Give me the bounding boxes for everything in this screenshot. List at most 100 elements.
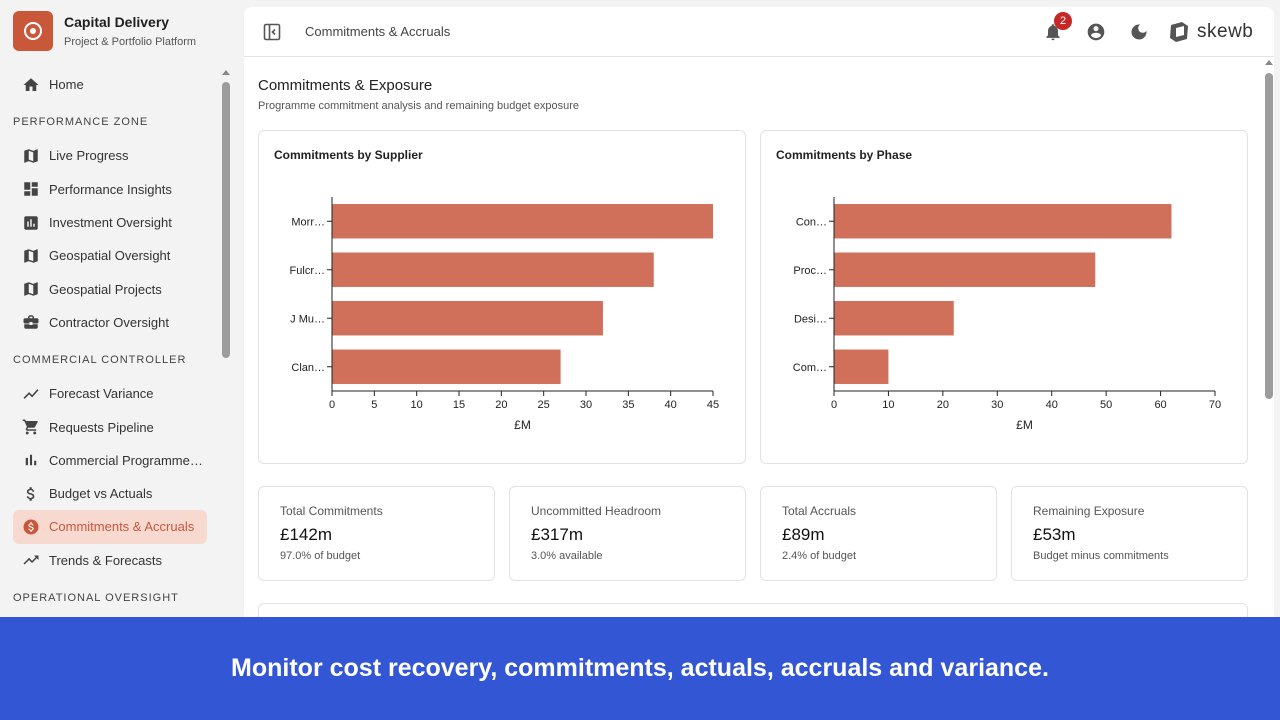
map-icon (21, 246, 41, 266)
sidebar-item-contractor-oversight[interactable]: Contractor Oversight (13, 306, 207, 339)
sidebar-scrollbar[interactable] (221, 68, 231, 618)
bar (834, 252, 1096, 287)
bar (834, 204, 1172, 239)
brand-subtitle: Project & Portfolio Platform (64, 36, 197, 48)
sidebar-item-commitments-accruals[interactable]: Commitments & Accruals (13, 510, 207, 544)
x-tick-label: 10 (882, 399, 894, 411)
x-tick-label: 30 (580, 399, 592, 411)
kpi-note: Budget minus commitments (1033, 550, 1169, 562)
sidebar-item-label: Geospatial Oversight (49, 248, 171, 264)
sidebar-item-requests-pipeline[interactable]: Requests Pipeline (13, 410, 207, 443)
x-tick-label: 30 (991, 399, 1003, 411)
x-tick-label: 40 (1046, 399, 1058, 411)
page-subtitle: Programme commitment analysis and remain… (258, 100, 579, 112)
sidebar-item-label: Performance Insights (49, 181, 172, 197)
dollar-circle-icon (21, 517, 41, 537)
y-tick-label: Morr… (291, 216, 325, 228)
kpi-note: 97.0% of budget (280, 550, 361, 562)
bar (834, 301, 954, 336)
sidebar-item-label: Live Progress (49, 148, 129, 164)
bar (332, 252, 654, 287)
breadcrumb: Commitments & Accruals (305, 24, 451, 39)
brand[interactable]: Capital Delivery Project & Portfolio Pla… (13, 11, 196, 51)
bar-chart-icon (21, 450, 41, 470)
dashboard-icon (21, 179, 41, 199)
kpi-value: £53m (1033, 525, 1076, 544)
sidebar-toggle-icon[interactable] (263, 23, 281, 41)
x-tick-label: 60 (1154, 399, 1166, 411)
skewb-logo-icon (1167, 20, 1191, 44)
y-tick-label: Clan… (291, 362, 325, 374)
x-tick-label: 10 (411, 399, 423, 411)
sidebar-item-label: Contractor Oversight (49, 314, 169, 330)
scrollbar-thumb[interactable] (1265, 73, 1273, 399)
x-tick-label: 35 (622, 399, 634, 411)
sidebar-item-investment-oversight[interactable]: Investment Oversight (13, 206, 207, 239)
sidebar-item-geospatial-oversight[interactable]: Geospatial Oversight (13, 239, 207, 272)
chart-title: Commitments by Supplier (274, 148, 423, 162)
chart-card-phase: Commitments by Phase Con… Proc… Desi… Com… 0… (760, 130, 1248, 464)
page-title: Commitments & Exposure (258, 77, 433, 94)
sidebar-item-commercial-programme[interactable]: Commercial Programme… (13, 444, 207, 477)
dark-mode-icon[interactable] (1129, 22, 1149, 42)
y-tick-label: Proc… (793, 265, 827, 277)
sidebar-item-label: Geospatial Projects (49, 281, 162, 297)
map-icon (21, 146, 41, 166)
sidebar: Capital Delivery Project & Portfolio Pla… (0, 0, 232, 620)
bell-icon[interactable] (1043, 22, 1063, 42)
x-tick-label: 45 (707, 399, 719, 411)
sidebar-item-label: Requests Pipeline (49, 419, 154, 435)
kpi-note: 2.4% of budget (782, 550, 857, 562)
x-tick-label: 20 (937, 399, 949, 411)
bar (332, 349, 561, 384)
sidebar-item-home[interactable]: Home (13, 68, 207, 101)
bar (332, 301, 603, 336)
bar (332, 204, 713, 239)
sidebar-item-label: Investment Oversight (49, 215, 172, 231)
sidebar-item-label: Commercial Programme… (49, 452, 203, 468)
notification-badge: 2 (1054, 12, 1072, 30)
x-tick-label: 0 (329, 399, 335, 411)
sidebar-item-geospatial-projects[interactable]: Geospatial Projects (13, 272, 207, 305)
kpi-card-total-accruals: Total Accruals £89m 2.4% of budget (760, 486, 997, 581)
x-tick-label: 0 (831, 399, 837, 411)
sidebar-item-performance-insights[interactable]: Performance Insights (13, 173, 207, 206)
kpi-label: Remaining Exposure (1033, 504, 1145, 518)
dollar-icon (21, 484, 41, 504)
kpi-label: Total Accruals (782, 504, 857, 518)
trend-icon (21, 384, 41, 404)
bar-chart-icon (21, 213, 41, 233)
kpi-card-uncommitted-headroom: Uncommitted Headroom £317m 3.0% availabl… (509, 486, 746, 581)
sidebar-item-label: Trends & Forecasts (49, 552, 162, 568)
chart-title: Commitments by Phase (776, 148, 913, 162)
main-scrollbar[interactable] (1264, 57, 1274, 617)
y-tick-label: J Mu… (290, 313, 325, 325)
section-title-commercial: COMMERCIAL CONTROLLER (13, 354, 187, 367)
chart-card-supplier: Commitments by Supplier Morr… Fulcr… J Mu…… (258, 130, 746, 464)
brand-title: Capital Delivery (64, 14, 170, 30)
x-axis-label: £M (514, 418, 531, 432)
y-tick-label: Con… (796, 216, 827, 228)
x-tick-label: 70 (1209, 399, 1221, 411)
topbar: Commitments & Accruals 2 skewb (244, 7, 1274, 57)
main-panel: Commitments & Accruals 2 skewb Commitmen… (244, 7, 1274, 627)
scrollbar-thumb[interactable] (222, 82, 230, 358)
briefcase-icon (21, 312, 41, 332)
section-title-performance: PERFORMANCE ZONE (13, 116, 149, 129)
supplier-bar-chart: Morr… Fulcr… J Mu… Clan… 0 5 10 15 20 25 30 35 40 45 £… (290, 197, 719, 432)
scroll-up-icon[interactable] (1265, 60, 1273, 65)
cart-icon (21, 417, 41, 437)
kpi-card-total-commitments: Total Commitments £142m 97.0% of budget (258, 486, 495, 581)
kpi-label: Uncommitted Headroom (531, 504, 662, 518)
sidebar-item-trends-forecasts[interactable]: Trends & Forecasts (13, 544, 207, 577)
account-icon[interactable] (1086, 22, 1106, 42)
sidebar-item-live-progress[interactable]: Live Progress (13, 139, 207, 172)
sidebar-item-forecast-variance[interactable]: Forecast Variance (13, 377, 207, 410)
sidebar-item-budget-vs-actuals[interactable]: Budget vs Actuals (13, 477, 207, 510)
bar (834, 349, 889, 384)
phase-bar-chart: Con… Proc… Desi… Com… 0 10 20 30 40 50 60 70 £M (793, 197, 1221, 432)
section-title-operational: OPERATIONAL OVERSIGHT (13, 591, 179, 604)
kpi-value: £142m (280, 525, 332, 544)
scroll-up-icon[interactable] (222, 70, 230, 75)
trend-icon (21, 550, 41, 570)
